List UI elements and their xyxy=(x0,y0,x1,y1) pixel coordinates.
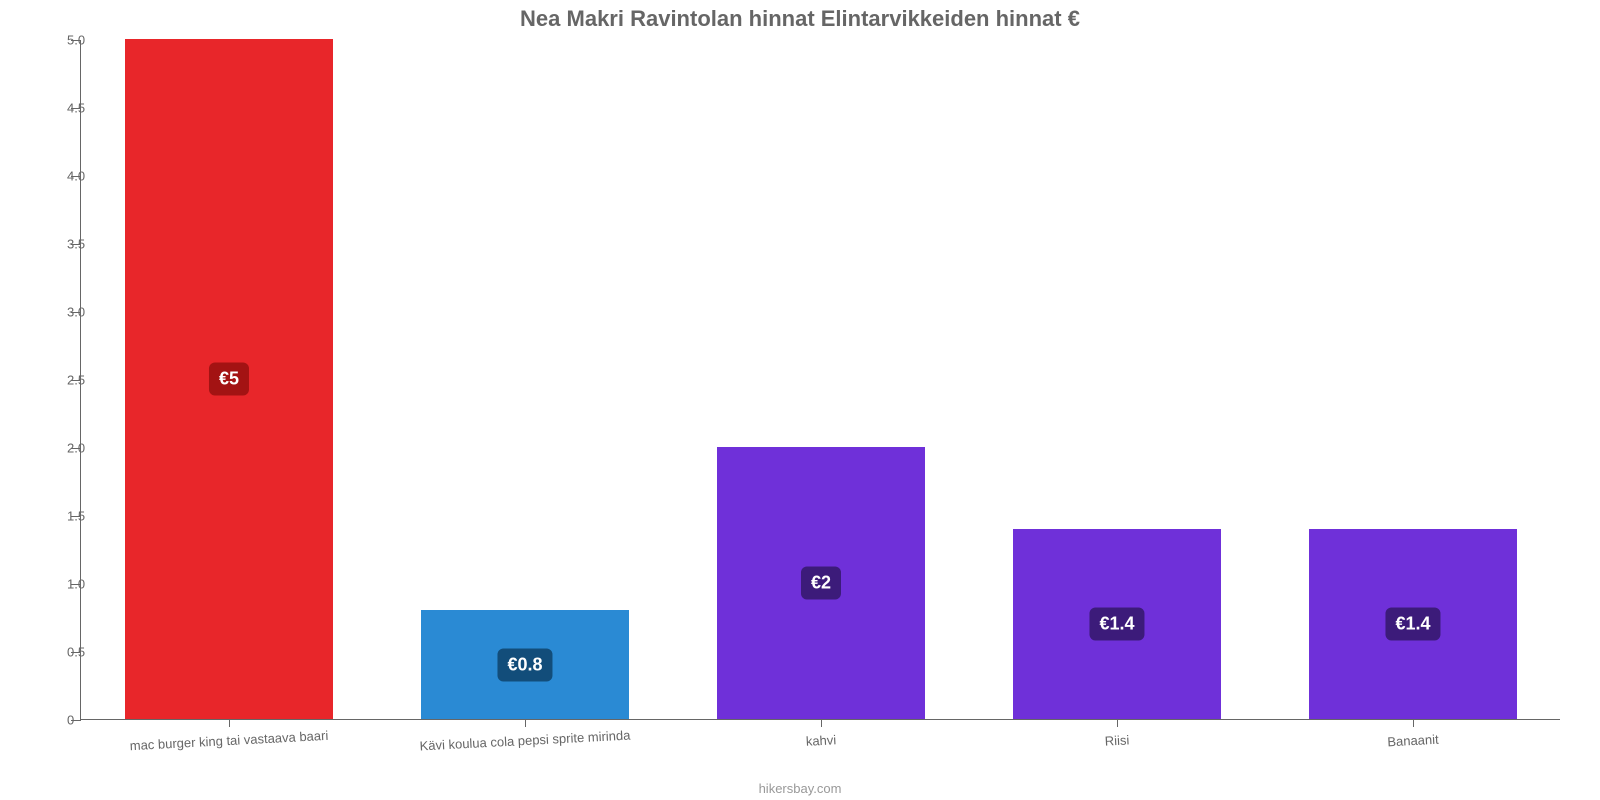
bar: Kävi koulua cola pepsi sprite mirinda€0.… xyxy=(421,610,628,719)
bar: kahvi€2 xyxy=(717,447,924,719)
bar: Riisi€1.4 xyxy=(1013,529,1220,719)
y-tick-label: 0.5 xyxy=(67,645,81,660)
y-tick-label: 3.0 xyxy=(67,305,81,320)
value-badge: €0.8 xyxy=(497,648,552,681)
x-tick-label: mac burger king tai vastaava baari xyxy=(129,728,328,753)
x-tick-label: kahvi xyxy=(805,732,836,749)
y-tick-label: 3.5 xyxy=(67,237,81,252)
y-tick-label: 1.5 xyxy=(67,509,81,524)
y-tick-label: 2.5 xyxy=(67,373,81,388)
value-badge: €5 xyxy=(209,363,249,396)
x-tick xyxy=(229,719,230,727)
bar: Banaanit€1.4 xyxy=(1309,529,1516,719)
price-bar-chart: Nea Makri Ravintolan hinnat Elintarvikke… xyxy=(0,0,1600,800)
value-badge: €2 xyxy=(801,567,841,600)
y-tick-label: 4.5 xyxy=(67,101,81,116)
x-tick-label: Riisi xyxy=(1104,732,1129,748)
x-tick xyxy=(1117,719,1118,727)
y-tick-label: 5.0 xyxy=(67,33,81,48)
value-badge: €1.4 xyxy=(1089,607,1144,640)
x-tick-label: Banaanit xyxy=(1387,732,1439,750)
y-tick-label: 0 xyxy=(67,713,81,728)
x-tick xyxy=(1413,719,1414,727)
y-tick-label: 2.0 xyxy=(67,441,81,456)
chart-credit: hikersbay.com xyxy=(0,781,1600,796)
y-tick-label: 4.0 xyxy=(67,169,81,184)
plot-area: 00.51.01.52.02.53.03.54.04.55.0mac burge… xyxy=(80,40,1560,720)
chart-title: Nea Makri Ravintolan hinnat Elintarvikke… xyxy=(0,6,1600,32)
x-tick xyxy=(821,719,822,727)
y-tick-label: 1.0 xyxy=(67,577,81,592)
value-badge: €1.4 xyxy=(1385,607,1440,640)
x-tick xyxy=(525,719,526,727)
bar: mac burger king tai vastaava baari€5 xyxy=(125,39,332,719)
x-tick-label: Kävi koulua cola pepsi sprite mirinda xyxy=(419,727,630,753)
